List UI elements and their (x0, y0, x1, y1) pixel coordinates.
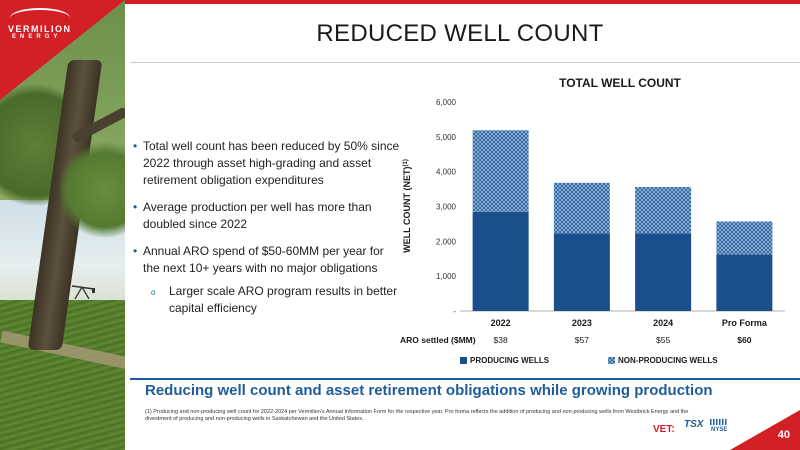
y-tick-label: 2,000 (436, 237, 457, 246)
y-tick-label: 3,000 (436, 203, 457, 212)
legend-swatch (460, 357, 467, 364)
well-count-chart: TOTAL WELL COUNT WELL COUNT (NET)(1) - 1,… (400, 76, 785, 365)
y-tick-label: - (453, 307, 456, 316)
legend-label: PRODUCING WELLS (470, 356, 550, 365)
ticker-nyse: NYSE (711, 427, 728, 433)
ticker-tsx: TSX (684, 419, 704, 430)
footnote: (1) Producing and non-producing well cou… (145, 409, 689, 422)
oilfield-photo (0, 0, 125, 450)
bar-non-producing (635, 186, 692, 234)
y-tick-label: 1,000 (436, 272, 457, 281)
logo-arc-icon (10, 8, 70, 28)
banner-divider (130, 378, 800, 380)
brand-logo-sub: ENERGY (12, 34, 62, 40)
x-tick-label: 2023 (572, 318, 592, 328)
legend-swatch (608, 357, 615, 364)
y-tick-label: 5,000 (436, 133, 457, 142)
x-tick-label: Pro Forma (722, 318, 768, 328)
bar-producing (716, 254, 773, 311)
bar-non-producing (716, 221, 773, 255)
nyse-logo-icon (710, 419, 728, 425)
ticker-vet: VET: (653, 424, 675, 435)
slide-title: REDUCED WELL COUNT (316, 20, 604, 47)
aro-row-label: ARO settled ($MM) (400, 335, 476, 345)
y-tick-label: 4,000 (436, 168, 457, 177)
bullet-item: Annual ARO spend of $50-60MM per year fo… (133, 243, 403, 277)
bullet-item: Total well count has been reduced by 50%… (133, 138, 403, 189)
aro-value: $57 (575, 335, 589, 345)
sub-bullet-item: Larger scale ARO program results in bett… (151, 283, 403, 317)
x-tick-label: 2024 (653, 318, 673, 328)
bar-producing (553, 233, 610, 311)
bar-non-producing (553, 182, 610, 234)
bar-producing (472, 211, 529, 311)
key-message-banner: Reducing well count and asset retirement… (145, 382, 713, 399)
bullet-item: Average production per well has more tha… (133, 199, 403, 233)
top-accent-bar (0, 0, 800, 4)
page-number: 40 (777, 429, 790, 441)
pumpjack-icon (72, 285, 95, 299)
bar-non-producing (472, 130, 529, 212)
brand-logo-name: VERMILION (8, 24, 72, 34)
y-tick-label: 6,000 (436, 98, 457, 107)
x-tick-label: 2022 (491, 318, 511, 328)
y-axis-label: WELL COUNT (NET)(1) (402, 159, 412, 253)
aro-value: $55 (656, 335, 670, 345)
aro-value: $38 (494, 335, 508, 345)
aro-value: $60 (737, 335, 751, 345)
legend-label: NON-PRODUCING WELLS (618, 356, 718, 365)
bar-producing (635, 233, 692, 311)
title-divider (130, 62, 800, 63)
chart-title: TOTAL WELL COUNT (559, 76, 681, 90)
bullet-list: Total well count has been reduced by 50%… (133, 138, 403, 317)
